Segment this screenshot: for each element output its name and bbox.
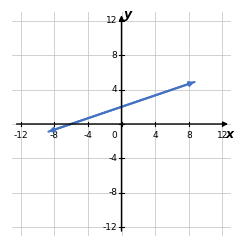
Text: -4: -4	[83, 131, 92, 140]
Text: 0: 0	[112, 131, 117, 140]
Text: 8: 8	[112, 51, 117, 60]
Text: -8: -8	[50, 131, 59, 140]
Text: 4: 4	[152, 131, 158, 140]
Text: -8: -8	[108, 188, 117, 197]
Text: x: x	[226, 128, 234, 141]
Text: 12: 12	[217, 131, 228, 140]
Text: 4: 4	[112, 85, 117, 94]
Text: -12: -12	[103, 222, 117, 232]
Text: y: y	[124, 8, 132, 21]
Text: 12: 12	[106, 16, 117, 26]
Text: 8: 8	[186, 131, 192, 140]
Text: -12: -12	[13, 131, 28, 140]
Text: -4: -4	[108, 154, 117, 163]
